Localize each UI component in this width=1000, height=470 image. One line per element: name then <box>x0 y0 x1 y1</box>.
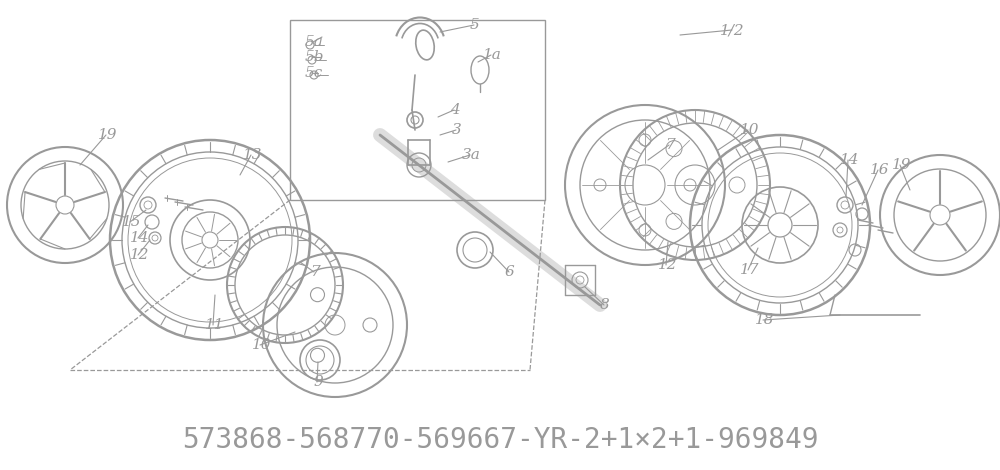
Text: 6: 6 <box>505 265 515 279</box>
Text: 12: 12 <box>130 248 150 262</box>
Text: 1a: 1a <box>483 48 502 62</box>
Text: 17: 17 <box>740 263 760 277</box>
Text: 16: 16 <box>870 163 890 177</box>
Text: 5b: 5b <box>305 50 324 64</box>
Text: 10: 10 <box>740 123 760 137</box>
Text: 4: 4 <box>450 103 460 117</box>
Text: 13: 13 <box>243 148 262 162</box>
Text: 1/2: 1/2 <box>720 23 745 37</box>
Text: 11: 11 <box>205 318 224 332</box>
Text: 5a: 5a <box>305 35 324 49</box>
Text: 3: 3 <box>452 123 462 137</box>
Text: 12: 12 <box>658 258 678 272</box>
Text: 7: 7 <box>665 138 675 152</box>
Text: 7: 7 <box>310 265 320 279</box>
Text: 3a: 3a <box>462 148 481 162</box>
Text: 573868-568770-569667-YR-2+1×2+1-969849: 573868-568770-569667-YR-2+1×2+1-969849 <box>182 426 818 454</box>
Text: 19: 19 <box>98 128 118 142</box>
Text: 14: 14 <box>130 231 150 245</box>
Text: 14: 14 <box>840 153 860 167</box>
Text: 9: 9 <box>313 375 323 389</box>
Text: 19: 19 <box>892 158 912 172</box>
Text: 18: 18 <box>755 313 774 327</box>
Text: 10: 10 <box>252 338 272 352</box>
Text: 15: 15 <box>122 215 142 229</box>
Text: 5c: 5c <box>305 66 323 80</box>
Text: 8: 8 <box>600 298 610 312</box>
Text: 5: 5 <box>470 18 480 32</box>
